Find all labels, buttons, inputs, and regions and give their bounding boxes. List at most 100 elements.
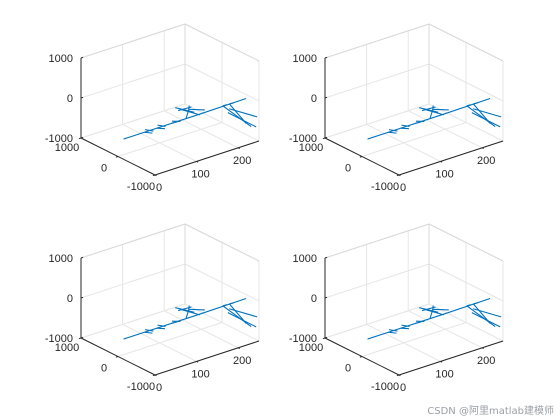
y-tick-label: -1000	[127, 181, 155, 193]
x-axis-line	[398, 340, 504, 376]
box-edge	[184, 223, 260, 262]
grid-line	[324, 63, 430, 99]
y-tick	[115, 156, 119, 158]
box-edge	[428, 223, 504, 262]
x-tick-label: 200	[477, 355, 495, 367]
x-tick-label: 0	[400, 382, 406, 394]
y-tick-label: -1000	[371, 181, 399, 193]
x-tick	[154, 174, 157, 177]
y-tick	[152, 374, 156, 377]
series-line	[466, 305, 496, 327]
series-line	[227, 112, 257, 128]
x-axis-line	[398, 140, 504, 176]
z-tick-label: 1000	[293, 53, 317, 65]
x-tick-label: 200	[233, 155, 251, 167]
z-tick-label: 0	[67, 293, 73, 305]
z-tick	[80, 296, 84, 299]
grid-line	[117, 122, 223, 157]
y-tick	[359, 356, 363, 358]
y-tick-label: 1000	[55, 342, 79, 354]
series-line	[432, 105, 434, 112]
box-edge	[184, 23, 260, 62]
series-line	[144, 331, 153, 334]
grid-line	[361, 122, 467, 157]
series-line	[367, 114, 443, 140]
z-tick-label: 1000	[293, 253, 317, 265]
grid-line	[80, 103, 186, 139]
series-line	[466, 304, 472, 307]
z-tick-label: 0	[311, 293, 317, 305]
z-tick	[80, 136, 84, 139]
x-tick	[196, 360, 199, 363]
series-line	[388, 329, 398, 332]
series-line	[421, 106, 436, 112]
x-tick	[440, 360, 443, 363]
grid-line	[324, 263, 430, 299]
z-tick	[324, 56, 328, 59]
grid-line	[184, 263, 260, 302]
grid-line	[80, 303, 186, 339]
series-line	[229, 108, 258, 118]
grid-line	[117, 322, 223, 357]
series-line	[157, 124, 166, 127]
series-line	[473, 102, 478, 105]
grid-line	[80, 263, 186, 299]
series-line	[198, 298, 247, 316]
series-line	[222, 105, 252, 127]
series-line	[401, 324, 410, 327]
z-tick-label: 1000	[49, 53, 73, 65]
series-line	[466, 104, 472, 107]
series-line	[442, 298, 491, 316]
grid-line	[324, 103, 430, 139]
series-line	[188, 308, 205, 311]
series-line	[367, 314, 443, 340]
series-line	[188, 305, 190, 312]
z-tick-label: 1000	[49, 253, 73, 265]
z-tick-label: -1000	[45, 333, 73, 345]
z-tick	[324, 96, 328, 99]
y-tick-label: 0	[101, 163, 107, 175]
z-tick	[324, 256, 328, 259]
series-line	[388, 131, 397, 134]
x-tick-label: 0	[156, 182, 162, 194]
series-line	[222, 304, 228, 307]
x-tick	[481, 147, 484, 149]
series-line	[157, 324, 166, 327]
grid-line	[428, 263, 504, 302]
x-tick	[398, 174, 401, 177]
series-line	[432, 308, 449, 311]
x-tick-label: 100	[435, 368, 453, 380]
y-tick	[152, 174, 156, 177]
y-tick-label: 1000	[299, 342, 323, 354]
x-axis-line	[154, 140, 260, 176]
series-line	[188, 108, 205, 111]
series-line	[171, 321, 178, 324]
y-tick-label: -1000	[127, 381, 155, 393]
series-line	[388, 331, 397, 334]
box-edge	[80, 23, 186, 59]
x-tick-label: 100	[191, 368, 209, 380]
series-line	[471, 112, 501, 128]
y-tick-label: 0	[101, 363, 107, 375]
z-tick-label: -1000	[289, 333, 317, 345]
y-tick-label: 1000	[299, 142, 323, 154]
x-tick	[440, 160, 443, 163]
series-line	[432, 108, 449, 111]
series-line	[188, 105, 190, 112]
series-line	[171, 121, 178, 124]
z-tick	[80, 56, 84, 59]
x-tick	[398, 374, 401, 377]
series-line	[144, 129, 154, 132]
grid-line	[184, 63, 260, 102]
box-edge	[324, 223, 430, 259]
series-line	[471, 312, 501, 328]
x-tick-label: 0	[156, 382, 162, 394]
series-line	[222, 104, 228, 107]
grid-line	[428, 63, 504, 102]
y-tick-label: 0	[345, 363, 351, 375]
series-line	[175, 107, 195, 113]
y-tick	[115, 356, 119, 358]
x-tick	[481, 347, 484, 349]
